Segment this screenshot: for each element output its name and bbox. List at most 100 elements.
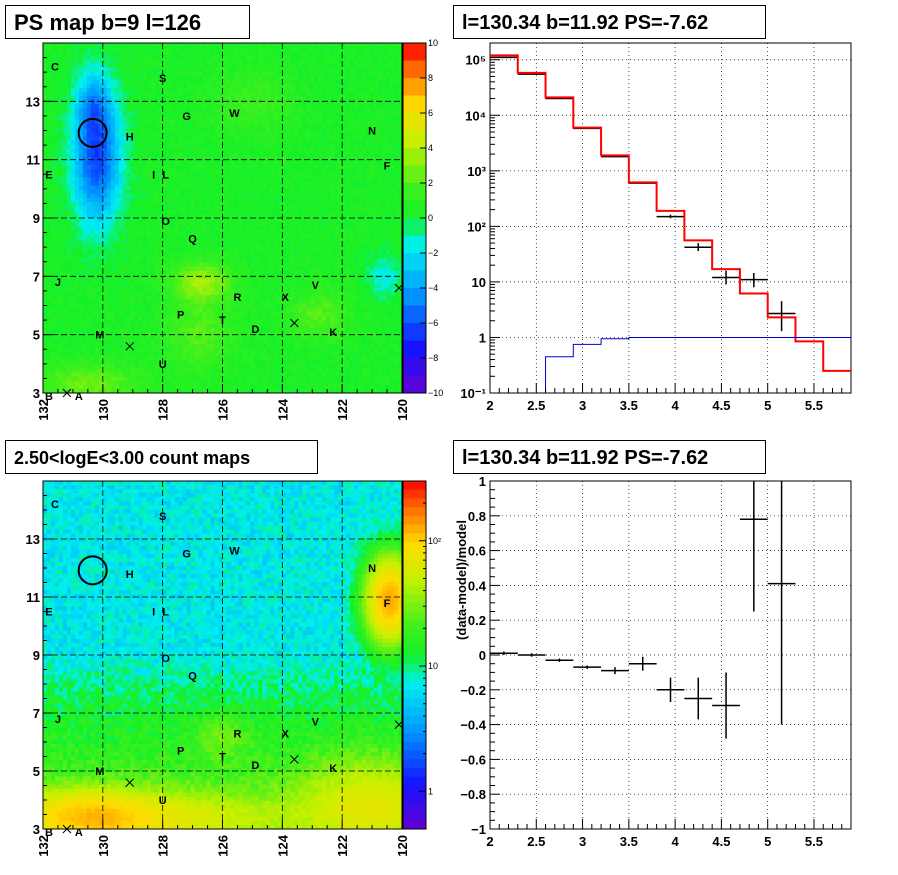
- y-tick-label: −0.8: [460, 787, 486, 802]
- residual-plot: 2 2.5 3 3.5 4 4.5 5 5.5 1 0.8 0.6 0.4 0.2 0 −0.2 −0.4 −0…: [454, 474, 852, 849]
- cross-marker: [289, 318, 299, 328]
- count-map: 132 130 128 126 124 122 120 3 5 7 9 11 13 C S W G N H F E I L O…: [26, 480, 410, 857]
- y-tick-label: 7: [33, 706, 40, 721]
- x-tick-label: 4.5: [712, 834, 730, 849]
- colorbar-step: [403, 715, 426, 726]
- colorbar-step: [403, 148, 426, 166]
- y-tick-label: 13: [26, 532, 40, 547]
- source-label: V: [312, 717, 320, 729]
- source-label: I: [152, 607, 155, 619]
- count-map-ticks: [42, 480, 403, 830]
- colorbar-step: [403, 507, 426, 517]
- y-tick-label: 9: [33, 648, 40, 663]
- source-label: H: [126, 569, 134, 581]
- source-label: H: [126, 131, 134, 143]
- colorbar-step: [403, 663, 426, 673]
- y-tick-label: −1: [471, 822, 486, 837]
- source-label: E: [45, 169, 52, 181]
- colorbar-tick-label: 0: [428, 213, 433, 223]
- colorbar-step: [403, 43, 426, 61]
- x-tick-label: 3.5: [620, 398, 638, 413]
- source-label: B: [45, 827, 53, 839]
- residual-ylabel: (data-model)/model: [454, 520, 469, 640]
- colorbar-step: [403, 481, 426, 491]
- cross-marker: [394, 720, 404, 729]
- colorbar-step: [403, 794, 426, 804]
- source-circle: [77, 555, 108, 586]
- source-label: G: [182, 111, 191, 123]
- colorbar-step: [403, 594, 426, 604]
- colorbar-step: [403, 113, 426, 131]
- source-label: X: [282, 728, 290, 740]
- colorbar-step: [403, 802, 426, 813]
- x-tick-label: 126: [216, 835, 231, 857]
- count-map-title: 2.50<logE<3.00 count maps: [5, 440, 318, 474]
- spectrum-plot: 2 2.5 3 3.5 4 4.5 5 5.5 10⁻¹ 1 10 10² 10³ 10⁴ 10⁵: [460, 42, 852, 413]
- source-label: N: [368, 126, 376, 138]
- colorbar-step: [403, 541, 426, 552]
- y-tick-label: 10⁵: [465, 53, 486, 68]
- source-label: F: [384, 598, 391, 610]
- x-tick-label: 130: [96, 835, 111, 857]
- colorbar-step: [403, 78, 426, 96]
- colorbar-tick-label: 4: [428, 143, 433, 153]
- source-label: O: [161, 653, 170, 665]
- x-tick-label: 126: [216, 399, 231, 421]
- ps-map-ticks: [42, 42, 403, 394]
- ps-map-grid: [43, 43, 402, 393]
- source-label: I: [152, 169, 155, 181]
- source-label: P: [177, 746, 184, 758]
- spectrum-title: l=130.34 b=11.92 PS=-7.62: [453, 5, 766, 39]
- source-label: E: [45, 607, 52, 619]
- colorbar-tick-label: 10: [428, 661, 438, 671]
- colorbar-tick-label: −4: [428, 283, 438, 293]
- colorbar-step: [403, 165, 426, 184]
- source-label: R: [233, 728, 241, 740]
- colorbar-step: [403, 235, 426, 254]
- source-label: F: [384, 161, 391, 173]
- source-label: R: [233, 292, 241, 304]
- cross-marker: [289, 755, 299, 764]
- y-tick-label: 7: [33, 269, 40, 284]
- colorbar-step: [403, 655, 426, 665]
- colorbar-step: [403, 130, 426, 149]
- x-tick-label: 3: [579, 398, 586, 413]
- y-tick-label: 10³: [467, 164, 486, 179]
- source-label: Q: [188, 670, 197, 682]
- colorbar-step: [403, 620, 426, 630]
- colorbar-step: [403, 183, 426, 201]
- cross-marker: [394, 283, 404, 293]
- source-label: J: [55, 277, 61, 289]
- x-tick-label: 3: [579, 834, 586, 849]
- source-label: J: [55, 714, 61, 726]
- y-tick-label: 11: [26, 590, 40, 605]
- x-tick-label: 4: [672, 834, 680, 849]
- x-tick-label: 2.5: [527, 834, 545, 849]
- colorbar-step: [403, 288, 426, 306]
- y-tick-label: 13: [26, 94, 40, 109]
- colorbar-step: [403, 689, 426, 699]
- colorbar-step: [403, 576, 426, 586]
- spectrum-grid: [490, 43, 851, 393]
- x-tick-label: 122: [335, 835, 350, 857]
- colorbar-tick-label: −6: [428, 318, 438, 328]
- colorbar-step: [403, 750, 426, 760]
- colorbar-step: [403, 60, 426, 79]
- x-tick-label: 5: [764, 834, 771, 849]
- y-tick-label: 0.2: [468, 613, 486, 628]
- colorbar-step: [403, 759, 426, 769]
- spectrum-frame: [489, 42, 852, 394]
- colorbar-step: [403, 768, 426, 778]
- source-label: T: [219, 752, 226, 764]
- source-label: A: [75, 391, 83, 403]
- source-label: W: [229, 546, 240, 558]
- y-tick-label: 10⁻¹: [460, 386, 486, 401]
- colorbar-tick-label: 1: [428, 786, 433, 796]
- spectrum-background-histogram: [545, 336, 851, 393]
- source-label: O: [161, 216, 170, 228]
- spectrum-ticks: [489, 42, 852, 394]
- cross-marker: [62, 824, 72, 834]
- colorbar-step: [403, 323, 426, 341]
- cross-marker: [125, 778, 135, 787]
- colorbar-step: [403, 646, 426, 656]
